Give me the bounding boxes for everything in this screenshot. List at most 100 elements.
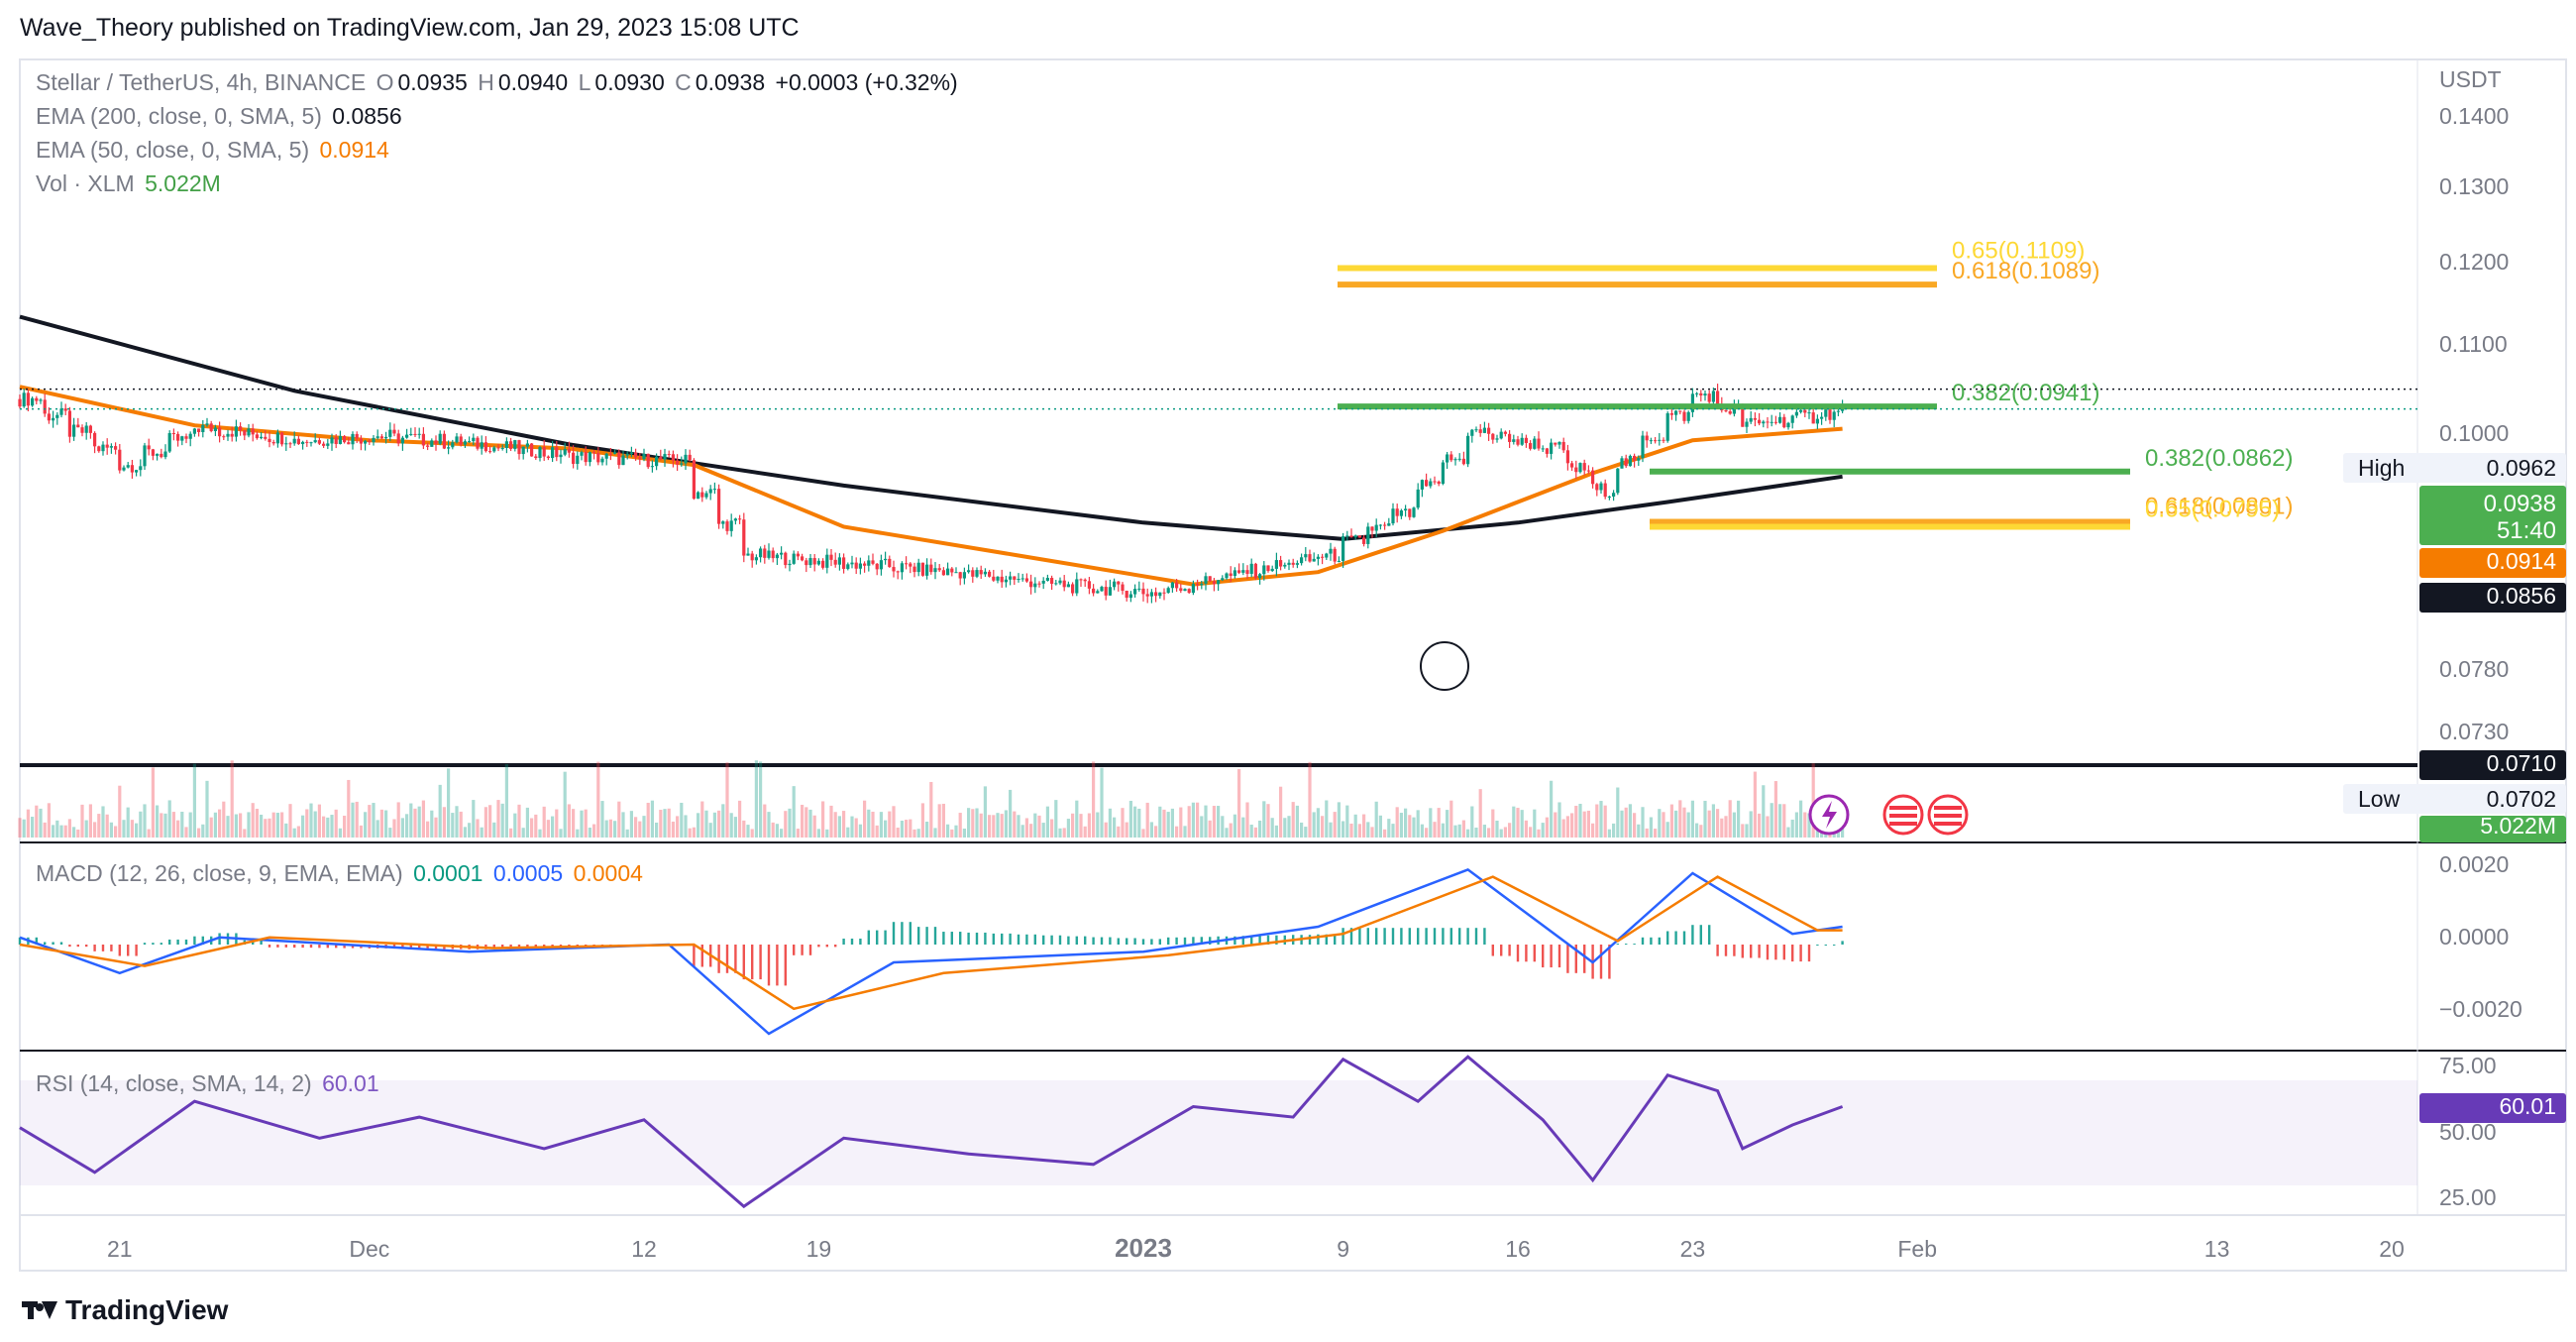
candle-body[interactable]: [1245, 570, 1249, 574]
candle-body[interactable]: [1133, 589, 1137, 595]
candle-body[interactable]: [1208, 576, 1212, 582]
candle-body[interactable]: [55, 414, 59, 418]
candle-body[interactable]: [368, 440, 372, 443]
candle-body[interactable]: [1595, 484, 1599, 491]
candle-body[interactable]: [284, 443, 288, 445]
candle-body[interactable]: [1420, 480, 1424, 490]
candle-body[interactable]: [676, 460, 680, 465]
candle-body[interactable]: [988, 571, 992, 577]
candle-body[interactable]: [1628, 455, 1632, 467]
candle-body[interactable]: [1537, 438, 1541, 449]
candle-body[interactable]: [126, 465, 130, 468]
macd-line[interactable]: [19, 867, 1843, 1036]
volume-legend[interactable]: Vol · XLM 5.022M: [36, 170, 225, 197]
candle-body[interactable]: [1487, 427, 1491, 434]
candle-body[interactable]: [625, 453, 629, 456]
candle-body[interactable]: [580, 452, 584, 456]
candle-body[interactable]: [305, 441, 309, 443]
candle-body[interactable]: [18, 398, 22, 407]
candle-body[interactable]: [638, 457, 642, 460]
candle-body[interactable]: [384, 436, 388, 439]
candle-body[interactable]: [309, 442, 313, 444]
candle-body[interactable]: [1416, 489, 1420, 508]
candle-body[interactable]: [1258, 574, 1262, 579]
candle-body[interactable]: [780, 552, 784, 555]
candle-body[interactable]: [421, 433, 425, 446]
candle-body[interactable]: [1225, 573, 1229, 579]
candle-body[interactable]: [483, 442, 487, 452]
candle-body[interactable]: [871, 560, 875, 564]
candle-body[interactable]: [1113, 581, 1117, 588]
candle-body[interactable]: [1662, 439, 1665, 441]
candle-body[interactable]: [572, 452, 576, 465]
candle-body[interactable]: [93, 432, 97, 447]
candle-body[interactable]: [867, 560, 871, 566]
candle-body[interactable]: [525, 443, 529, 447]
candle-body[interactable]: [47, 413, 51, 421]
candle-body[interactable]: [1586, 470, 1590, 472]
candle-body[interactable]: [1649, 440, 1653, 442]
candle-body[interactable]: [1000, 576, 1004, 583]
candle-body[interactable]: [1020, 578, 1024, 580]
candle-body[interactable]: [1794, 411, 1798, 416]
cross-annotation-circle[interactable]: [1420, 641, 1469, 691]
candle-body[interactable]: [151, 449, 155, 456]
candle-body[interactable]: [634, 452, 638, 458]
candle-body[interactable]: [409, 433, 413, 435]
candle-body[interactable]: [447, 447, 451, 449]
candle-body[interactable]: [1699, 392, 1703, 396]
candle-body[interactable]: [1196, 584, 1200, 586]
candle-body[interactable]: [1066, 584, 1070, 588]
candle-body[interactable]: [1117, 581, 1121, 585]
candle-body[interactable]: [1716, 391, 1720, 404]
candle-body[interactable]: [1391, 508, 1395, 524]
candle-body[interactable]: [192, 428, 196, 434]
candle-body[interactable]: [742, 519, 746, 556]
candle-body[interactable]: [84, 425, 88, 433]
candle-body[interactable]: [1533, 438, 1537, 449]
candle-body[interactable]: [1387, 523, 1391, 526]
candle-body[interactable]: [1437, 481, 1441, 485]
candle-body[interactable]: [1412, 507, 1416, 517]
candle-body[interactable]: [697, 492, 700, 500]
candle-body[interactable]: [52, 417, 55, 421]
candle-body[interactable]: [521, 446, 525, 455]
candle-body[interactable]: [971, 570, 975, 577]
candle-body[interactable]: [1574, 467, 1578, 473]
candle-body[interactable]: [430, 440, 434, 447]
candle-body[interactable]: [996, 576, 1000, 581]
candle-body[interactable]: [933, 568, 937, 573]
candle-body[interactable]: [646, 453, 650, 468]
candle-body[interactable]: [1274, 560, 1278, 569]
candle-body[interactable]: [1665, 412, 1669, 441]
rsi-line[interactable]: [19, 1055, 1844, 1209]
candle-body[interactable]: [754, 557, 758, 561]
candle-body[interactable]: [343, 435, 347, 443]
candle-body[interactable]: [1836, 410, 1840, 412]
candle-body[interactable]: [559, 454, 563, 458]
candle-body[interactable]: [584, 452, 588, 463]
candle-body[interactable]: [417, 433, 421, 435]
candle-body[interactable]: [825, 554, 829, 568]
candle-body[interactable]: [1565, 450, 1569, 464]
candle-body[interactable]: [858, 563, 862, 569]
candle-body[interactable]: [1441, 462, 1445, 485]
candle-body[interactable]: [301, 441, 305, 445]
candle-body[interactable]: [900, 563, 904, 573]
candle-body[interactable]: [1399, 510, 1403, 516]
candle-body[interactable]: [1728, 411, 1732, 414]
candle-body[interactable]: [941, 570, 945, 576]
candle-body[interactable]: [468, 441, 472, 443]
candle-body[interactable]: [979, 570, 983, 575]
ema200-legend[interactable]: EMA (200, close, 0, SMA, 5) 0.0856: [36, 103, 406, 130]
candle-body[interactable]: [1686, 411, 1690, 421]
candle-body[interactable]: [717, 489, 721, 524]
candle-body[interactable]: [1024, 578, 1028, 582]
candle-body[interactable]: [1516, 439, 1520, 445]
candle-body[interactable]: [596, 452, 600, 463]
candle-body[interactable]: [143, 445, 147, 467]
candle-body[interactable]: [542, 447, 546, 457]
candle-body[interactable]: [338, 435, 342, 444]
candle-body[interactable]: [1283, 564, 1287, 567]
candle-body[interactable]: [472, 437, 476, 442]
